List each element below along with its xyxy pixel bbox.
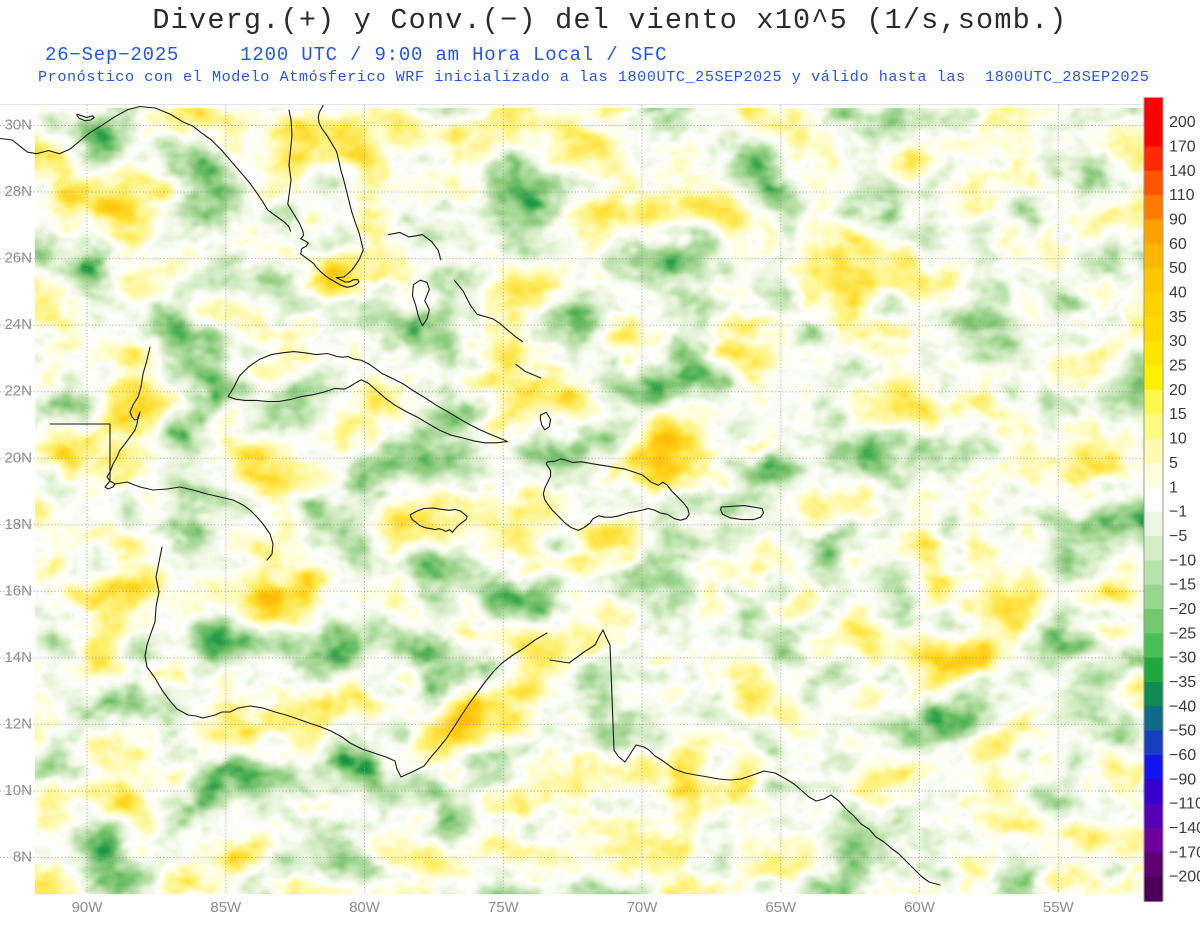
svg-text:10: 10 bbox=[1169, 431, 1187, 448]
svg-text:−110: −110 bbox=[1169, 796, 1200, 813]
svg-text:15: 15 bbox=[1169, 406, 1187, 423]
svg-text:90: 90 bbox=[1169, 211, 1187, 228]
svg-text:−30: −30 bbox=[1169, 650, 1196, 667]
svg-text:25: 25 bbox=[1169, 358, 1187, 375]
svg-text:5: 5 bbox=[1169, 455, 1178, 472]
svg-text:−1: −1 bbox=[1169, 504, 1187, 521]
svg-text:−35: −35 bbox=[1169, 674, 1196, 691]
svg-text:−170: −170 bbox=[1169, 844, 1200, 861]
svg-text:60: 60 bbox=[1169, 236, 1187, 253]
svg-text:−90: −90 bbox=[1169, 771, 1196, 788]
svg-text:−20: −20 bbox=[1169, 601, 1196, 618]
svg-text:1: 1 bbox=[1169, 479, 1178, 496]
svg-text:−40: −40 bbox=[1169, 698, 1196, 715]
svg-text:110: 110 bbox=[1169, 187, 1195, 204]
svg-text:−60: −60 bbox=[1169, 747, 1196, 764]
svg-text:−200: −200 bbox=[1169, 869, 1200, 886]
svg-text:35: 35 bbox=[1169, 309, 1187, 326]
svg-text:−5: −5 bbox=[1169, 528, 1187, 545]
svg-text:−15: −15 bbox=[1169, 577, 1196, 594]
svg-text:−10: −10 bbox=[1169, 552, 1196, 569]
svg-text:30: 30 bbox=[1169, 333, 1187, 350]
svg-text:20: 20 bbox=[1169, 382, 1187, 399]
svg-text:40: 40 bbox=[1169, 285, 1187, 302]
svg-text:50: 50 bbox=[1169, 260, 1187, 277]
svg-text:−140: −140 bbox=[1169, 820, 1200, 837]
svg-text:140: 140 bbox=[1169, 163, 1196, 180]
svg-text:200: 200 bbox=[1169, 114, 1196, 131]
svg-text:−25: −25 bbox=[1169, 625, 1196, 642]
svg-text:−50: −50 bbox=[1169, 723, 1196, 740]
svg-text:170: 170 bbox=[1169, 138, 1196, 155]
